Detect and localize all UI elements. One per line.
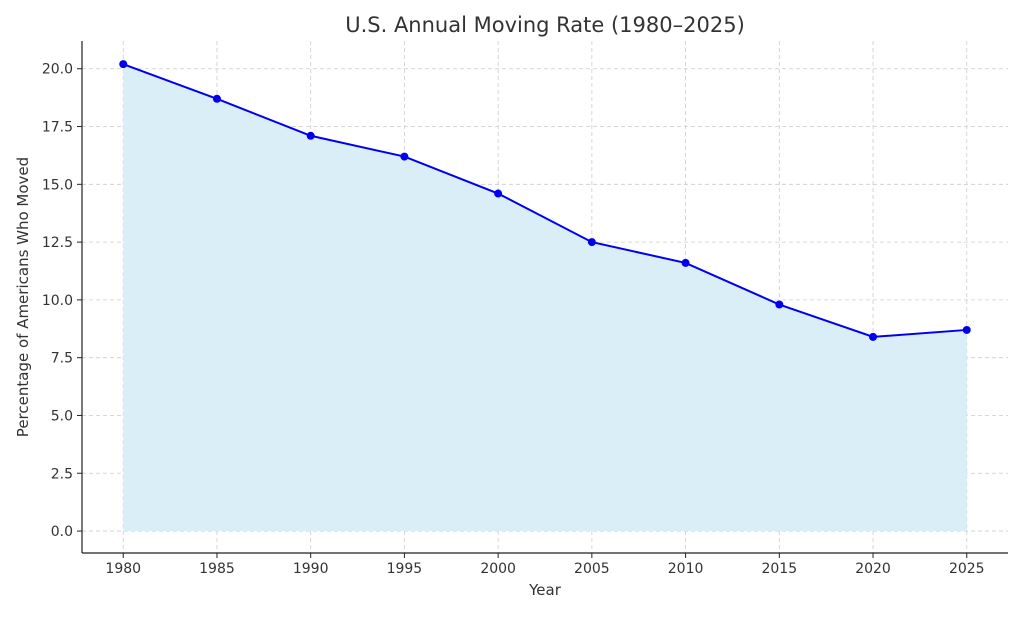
y-tick-label: 15.0 bbox=[42, 177, 73, 193]
data-point bbox=[587, 238, 596, 247]
series-line bbox=[122, 63, 967, 338]
x-tick-label: 1980 bbox=[105, 561, 141, 577]
x-axis-label: Year bbox=[528, 581, 562, 599]
data-point bbox=[494, 189, 503, 198]
data-point bbox=[775, 300, 784, 309]
x-ticks: 1980 1985 1990 1995 2000 2005 2010 2015 2020 2025 bbox=[105, 553, 985, 577]
y-tick-label: 12.5 bbox=[42, 235, 73, 251]
x-tick-label: 2025 bbox=[949, 561, 985, 577]
data-point bbox=[306, 131, 315, 140]
data-point bbox=[869, 332, 878, 341]
y-tick-label: 0.0 bbox=[51, 524, 73, 540]
x-tick-label: 2020 bbox=[855, 561, 891, 577]
chart-title: U.S. Annual Moving Rate (1980–2025) bbox=[345, 13, 745, 37]
y-ticks: 0.0 2.5 5.0 7.5 10.0 12.5 15.0 17.5 20.0 bbox=[42, 62, 82, 540]
data-point bbox=[962, 325, 971, 334]
y-tick-label: 2.5 bbox=[51, 466, 73, 482]
y-tick-label: 20.0 bbox=[42, 62, 73, 78]
y-tick-label: 7.5 bbox=[51, 351, 73, 367]
x-tick-label: 2010 bbox=[668, 561, 704, 577]
area-fill bbox=[123, 64, 967, 532]
data-point bbox=[212, 94, 221, 103]
y-tick-label: 17.5 bbox=[42, 120, 73, 136]
y-tick-label: 5.0 bbox=[51, 408, 73, 424]
data-point bbox=[681, 258, 690, 267]
x-tick-label: 1995 bbox=[387, 561, 423, 577]
x-tick-label: 2015 bbox=[761, 561, 797, 577]
data-point bbox=[400, 152, 409, 161]
x-tick-label: 2000 bbox=[480, 561, 516, 577]
x-tick-label: 1990 bbox=[293, 561, 329, 577]
y-axis-label: Percentage of Americans Who Moved bbox=[14, 157, 32, 437]
x-tick-label: 1985 bbox=[199, 561, 235, 577]
y-tick-label: 10.0 bbox=[42, 293, 73, 309]
x-tick-label: 2005 bbox=[574, 561, 610, 577]
data-points bbox=[119, 60, 971, 341]
data-point bbox=[119, 60, 128, 69]
